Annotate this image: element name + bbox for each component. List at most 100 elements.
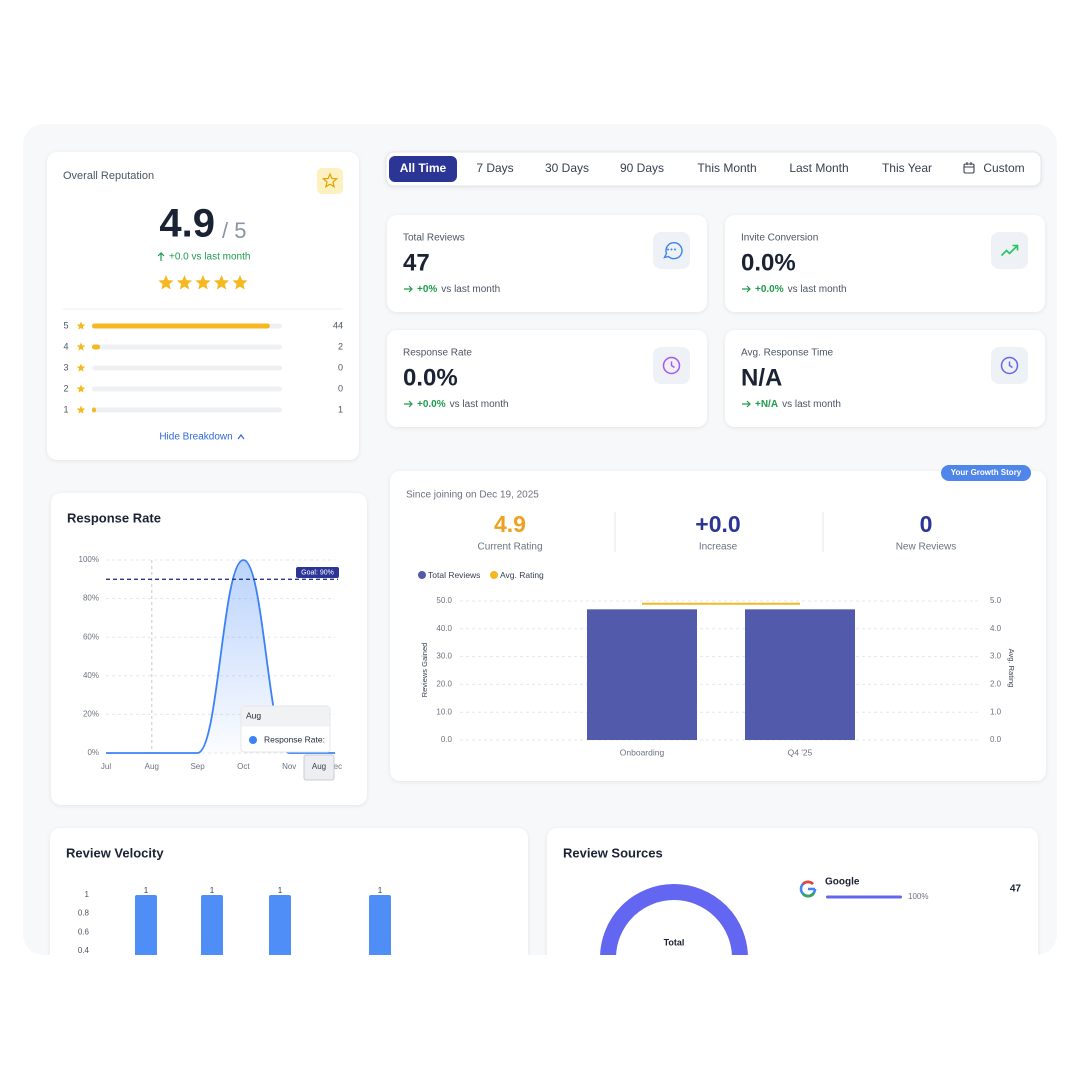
change-suffix: vs last month [450,399,509,410]
stat-label: Increase [699,542,738,553]
y2-tick-label: 1.0 [990,707,1002,716]
x-tick-label: Sep [190,762,205,771]
kpi-label: Total Reviews [403,233,465,244]
y-tick-label: 40.0 [436,624,452,633]
kpi-label: Avg. Response Time [741,348,834,359]
badge-bg [941,465,1031,481]
badge: Your Growth Story [951,468,1022,477]
bar-track [92,407,282,413]
filter-bar [385,151,1042,187]
change-suffix: vs last month [782,399,841,410]
kpi-value: 47 [403,249,430,276]
change-value: +N/A [755,399,778,410]
bar-track [92,386,282,392]
row-star [76,342,86,351]
filter-button[interactable]: Last Month [789,161,848,175]
y-tick-label: 30.0 [436,652,452,661]
y-tick-label: 20% [83,710,99,719]
filter-active-bg [389,156,457,182]
filter-button[interactable]: 30 Days [545,161,589,175]
value-label: 1 [378,886,383,895]
y2-tick-label: 0.0 [990,735,1002,744]
rating-star [158,275,174,290]
breakdown-bar [92,344,101,350]
star-level: 2 [63,383,68,393]
clock-hands [670,361,675,369]
change-value: +0.0% [755,284,784,295]
filter-button[interactable]: All Time [400,161,447,175]
google-logo-green [802,892,816,898]
filter-button[interactable]: 7 Days [476,161,513,175]
filter-button[interactable]: This Year [882,161,932,175]
arrow-icon [404,285,413,293]
change-suffix: vs last month [788,284,847,295]
cursor-label-bg [303,754,335,781]
source-bar [826,895,902,899]
clock-icon [662,356,681,375]
y-tick-label: 10.0 [436,707,452,716]
filter-button[interactable]: Custom [983,161,1024,175]
bar-track [92,365,282,371]
row-star [76,321,86,330]
stat-value: +0.0 [695,511,740,537]
rating-star [176,275,193,290]
y-tick-label: 0.8 [78,909,90,918]
y-tick-label: 0.0 [441,735,453,744]
breakdown-count: 0 [338,362,343,372]
y2-tick-label: 5.0 [990,596,1002,605]
star-icon [321,172,339,188]
star-icon-bg [317,168,343,194]
google-logo-red [802,880,814,886]
kpi-change: +0% vs last month [417,284,500,295]
cursor-label: Aug [312,762,326,771]
legend-dot [418,571,426,579]
row-star [76,384,86,393]
kpi-label: Invite Conversion [741,233,818,244]
source-count: 47 [1010,884,1022,895]
breakdown-count: 0 [338,383,343,393]
bar [745,609,855,740]
legend-label: Total Reviews [428,570,480,580]
growth-card [390,471,1046,781]
score: 4.9 [159,202,215,246]
legend-label: Avg. Rating [500,570,544,580]
y-tick-label: 60% [83,632,99,641]
line [106,559,335,754]
goal-label-bg [296,567,339,578]
score-change: +0.0 vs last month [169,252,250,263]
y-tick-label: 40% [83,671,99,680]
source-percent: 100% [908,892,928,901]
stat-label: New Reviews [896,542,957,553]
card-title: Overall Reputation [63,170,154,182]
bar [587,609,697,740]
stat-value: 4.9 [494,511,526,537]
x-tick-label: Jul [101,762,111,771]
row-star [76,363,86,372]
source-name: Google [825,877,860,888]
clock-icon [1000,356,1019,375]
since-text: Since joining on Dec 19, 2025 [406,490,539,501]
tooltip-label: Response Rate: [264,734,325,744]
x-tick-label: Onboarding [620,747,665,757]
arrow-icon [404,400,413,408]
breakdown-count: 2 [338,341,343,351]
x-tick-label: Q4 '25 [788,747,813,757]
filter-button[interactable]: 90 Days [620,161,664,175]
breakdown-bar [92,323,270,329]
kpi-card [387,330,707,427]
x-tick-label: Dec [328,762,342,771]
y-tick-label: 0.6 [78,927,90,936]
kpi-value: 0.0% [403,364,458,391]
row-star [76,405,86,414]
card-title: Review Velocity [66,845,164,860]
breakdown-toggle[interactable]: Hide Breakdown [159,432,232,443]
value-label: 1 [278,886,283,895]
filter-button[interactable]: This Month [697,161,756,175]
x-tick-label: Oct [237,762,250,771]
stat-value: 0 [920,511,933,537]
y-axis-label: Reviews Gained [420,643,429,698]
kpi-card [725,215,1045,312]
kpi-change: +0.0% vs last month [417,399,509,410]
card-title: Review Sources [563,845,663,860]
